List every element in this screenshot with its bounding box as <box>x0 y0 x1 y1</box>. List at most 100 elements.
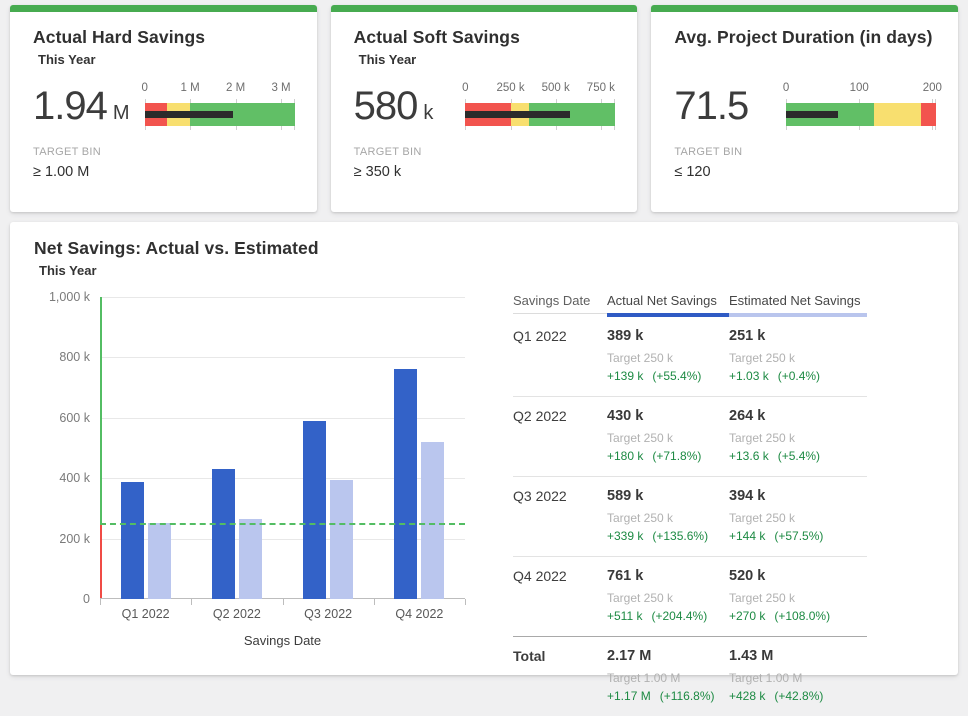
savings-table: Savings Date Actual Net Savings Estimate… <box>513 293 867 716</box>
kpi-card-hard-savings[interactable]: Actual Hard Savings This Year 1.94 M 0 1 M… <box>10 5 317 212</box>
table-header-estimated-net-savings[interactable]: Estimated Net Savings <box>729 293 867 317</box>
bullet-segment-green <box>528 103 616 126</box>
table-header-actual-net-savings[interactable]: Actual Net Savings <box>607 293 729 317</box>
card-subtitle <box>679 52 936 68</box>
bar-estimated[interactable] <box>147 523 171 599</box>
row-label-cell: Q3 2022 <box>513 477 607 556</box>
target-label: Target 250 k <box>607 511 674 525</box>
plot-area: Q1 2022 Q2 2022 Q3 2022 Q4 2022 <box>100 297 466 621</box>
row-label: Q1 2022 <box>513 328 567 344</box>
table-body: Q1 2022 389 k Target 250 k +139 k (+55.4%) 25… <box>513 317 867 716</box>
bullet-tick-label: 500 k <box>541 82 570 94</box>
bar-estimated[interactable] <box>238 519 262 599</box>
x-axis-label: Q2 2022 <box>212 607 261 621</box>
target-label: Target 250 k <box>729 591 796 605</box>
bullet-chart: 0 250 k 500 k 750 k <box>462 82 616 130</box>
bar-actual[interactable] <box>120 481 144 599</box>
bullet-tick-label: 0 <box>141 82 148 94</box>
estimated-cell: 520 k Target 250 k +270 k (+108.0%) <box>729 557 867 636</box>
bullet-tick-labels: 0 100 200 <box>783 82 942 97</box>
category-slot: Q2 2022 <box>191 297 282 621</box>
delta-label: +339 k (+135.6%) <box>607 529 709 543</box>
table-row[interactable]: Q2 2022 430 k Target 250 k +180 k (+71.8%) 26… <box>513 397 867 476</box>
bullet-measure-bar <box>465 111 571 118</box>
kpi-value: 580 k <box>353 83 434 128</box>
bar-estimated[interactable] <box>330 480 354 599</box>
kpi-value: 71.5 <box>674 83 749 128</box>
bullet-tick-labels: 0 1 M 2 M 3 M <box>141 82 295 97</box>
table-row[interactable]: Q1 2022 389 k Target 250 k +139 k (+55.4%) 25… <box>513 317 867 396</box>
delta-label: +1.03 k (+0.4%) <box>729 369 821 383</box>
net-savings-card[interactable]: Net Savings: Actual vs. Estimated This Y… <box>10 222 958 703</box>
target-line <box>100 522 465 525</box>
chart-subtitle: This Year <box>39 263 97 278</box>
bar-estimated[interactable] <box>421 441 445 599</box>
estimated-value: 251 k <box>729 328 766 344</box>
estimated-cell: 1.43 M Target 1.00 M +428 k (+42.8%) <box>729 637 867 716</box>
bar-actual[interactable] <box>394 369 418 599</box>
gridline <box>100 417 465 419</box>
table-header-savings-date[interactable]: Savings Date <box>513 293 607 317</box>
x-axis-label: Q4 2022 <box>395 607 444 621</box>
bullet-tick-label: 200 <box>922 82 942 94</box>
table-row[interactable]: Q4 2022 761 k Target 250 k +511 k (+204.4%) 5… <box>513 557 867 636</box>
row-label-cell: Q1 2022 <box>513 317 607 396</box>
bullet-bar <box>786 99 937 130</box>
x-axis-label: Q1 2022 <box>121 607 170 621</box>
row-label: Q2 2022 <box>513 408 567 424</box>
bullet-bar <box>465 99 616 130</box>
actual-cell: 389 k Target 250 k +139 k (+55.4%) <box>607 317 729 396</box>
x-axis-tick <box>282 599 284 605</box>
y-axis-line-below-target <box>100 523 102 599</box>
bullet-tick-label: 1 M <box>180 82 200 94</box>
actual-cell: 430 k Target 250 k +180 k (+71.8%) <box>607 397 729 476</box>
row-separator <box>513 396 867 397</box>
bar-chart[interactable]: 1,000 k 800 k 600 k 400 k 200 k 0 Q1 2022 Q2 2… <box>34 281 471 673</box>
kpi-card-project-duration[interactable]: Avg. Project Duration (in days) 71.5 0 10… <box>651 5 959 212</box>
table-row[interactable]: Q3 2022 589 k Target 250 k +339 k (+135.6%) 3… <box>513 477 867 556</box>
gridline <box>100 538 465 540</box>
bullet-chart: 0 1 M 2 M 3 M <box>141 82 295 130</box>
delta-label: +13.6 k (+5.4%) <box>729 449 821 463</box>
gridline <box>100 357 465 359</box>
card-subtitle: This Year <box>358 52 417 67</box>
y-axis-label: 600 k <box>59 410 90 425</box>
estimated-cell: 251 k Target 250 k +1.03 k (+0.4%) <box>729 317 867 396</box>
target-label: Target 250 k <box>607 431 674 445</box>
x-axis-tick <box>100 599 101 605</box>
gridline <box>100 297 465 298</box>
row-separator <box>513 476 867 477</box>
kpi-unit: k <box>423 101 434 124</box>
target-bin-value: ≥ 350 k <box>353 164 402 180</box>
bullet-tick-label: 100 <box>849 82 869 94</box>
bar-actual[interactable] <box>303 421 327 599</box>
bullet-tick-label: 3 M <box>271 82 291 94</box>
target-label: Target 250 k <box>607 351 674 365</box>
estimated-value: 1.43 M <box>729 648 774 664</box>
y-axis-label: 800 k <box>59 350 90 365</box>
actual-cell: 589 k Target 250 k +339 k (+135.6%) <box>607 477 729 556</box>
bullet-segment-red <box>921 103 936 126</box>
actual-value: 389 k <box>607 328 644 344</box>
target-bin-value: ≥ 1.00 M <box>33 164 90 180</box>
bullet-chart: 0 100 200 <box>783 82 942 130</box>
target-label: Target 250 k <box>729 511 796 525</box>
bullet-segment-green <box>190 103 295 126</box>
bar-actual[interactable] <box>211 469 235 599</box>
bullet-bar <box>144 99 295 130</box>
bullet-tick-label: 250 k <box>496 82 525 94</box>
bullet-segment-yellow <box>873 103 922 126</box>
bullet-tick-label: 0 <box>462 82 469 94</box>
bullet-tick-label: 750 k <box>586 82 615 94</box>
y-axis-label: 200 k <box>59 531 90 546</box>
kpi-card-soft-savings[interactable]: Actual Soft Savings This Year 580 k 0 250 … <box>330 5 638 212</box>
target-bin-label: TARGET BIN <box>674 146 743 158</box>
actual-cell: 2.17 M Target 1.00 M +1.17 M (+116.8%) <box>607 637 729 716</box>
estimated-value: 394 k <box>729 488 766 504</box>
target-bin-label: TARGET BIN <box>33 146 101 158</box>
card-subtitle: This Year <box>38 52 96 67</box>
table-row[interactable]: Total 2.17 M Target 1.00 M +1.17 M (+116.8%)… <box>513 637 867 716</box>
x-axis-label: Q3 2022 <box>304 607 353 621</box>
y-axis-label: 1,000 k <box>48 290 90 304</box>
kpi-card-row: Actual Hard Savings This Year 1.94 M 0 1 M… <box>10 5 959 212</box>
